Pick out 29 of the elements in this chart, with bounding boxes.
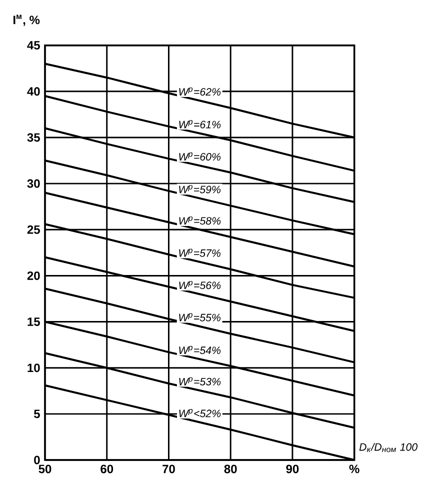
x-axis-title: D$_{к}$/D$_{ном}$ 100 xyxy=(359,442,418,452)
y-tick-label: 30 xyxy=(27,179,40,188)
x-tick-label: 50 xyxy=(38,464,52,474)
y-tick-label: 10 xyxy=(28,364,40,372)
series-label: W$^{р}$=56% xyxy=(179,280,221,290)
series-label: W$^{р}$=53% xyxy=(179,377,221,386)
y-tick-label: 40 xyxy=(27,87,40,96)
series-label: W$^{р}$<52% xyxy=(179,409,221,418)
x-tick-label: % xyxy=(349,464,360,474)
y-axis-title: I$^{м}$, % xyxy=(14,14,40,26)
y-tick-label: 25 xyxy=(27,225,40,234)
y-tick-label: 0 xyxy=(34,456,40,464)
series-label: W$^{р}$=58% xyxy=(179,216,221,225)
series-label: W$^{р}$=60% xyxy=(179,152,221,161)
x-tick-label: 90 xyxy=(286,464,299,474)
y-tick-label: 5 xyxy=(34,410,40,418)
x-tick-label: 80 xyxy=(224,464,237,474)
x-tick-label: 70 xyxy=(162,464,175,474)
y-tick-label: 20 xyxy=(27,271,40,280)
y-tick-label: 45 xyxy=(27,41,40,50)
y-tick-label: 15 xyxy=(28,318,40,326)
series-label: W$^{р}$=61% xyxy=(179,120,221,128)
series-label: W$^{р}$=54% xyxy=(179,346,221,354)
series-label: W$^{р}$=62% xyxy=(179,87,221,96)
series-label: W$^{р}$=57% xyxy=(179,248,220,257)
series-label: W$^{р}$=59% xyxy=(179,185,220,194)
y-tick-label: 35 xyxy=(27,133,40,142)
series-label: W$^{р}$=55% xyxy=(179,313,220,322)
x-tick-label: 60 xyxy=(100,464,114,474)
